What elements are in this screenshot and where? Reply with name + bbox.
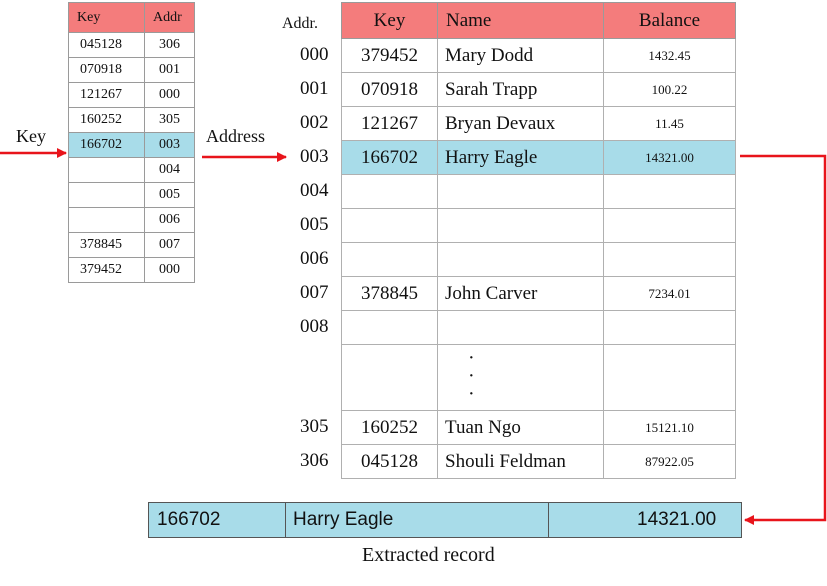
address-label-item: 002 [300,112,329,133]
ellipsis-dot: · [468,347,475,369]
index-header-addr: Addr [144,2,195,33]
record-row: 160252 Tuan Ngo 15121.10 [341,410,736,445]
record-balance-cell: 100.22 [603,72,736,107]
index-row: 005 [68,182,195,208]
record-balance-cell: 7234.01 [603,276,736,311]
index-addr-cell: 003 [144,132,195,158]
record-balance-cell: 15121.10 [603,410,736,445]
index-row: 160252 305 [68,107,195,133]
record-gap-row [341,344,736,411]
index-row: 045128 306 [68,32,195,58]
caption: Extracted record [362,544,495,566]
record-key-cell: 121267 [341,106,438,141]
record-key-cell [341,174,438,209]
extract-arrow [740,154,827,525]
index-row: 006 [68,207,195,233]
record-balance-cell [603,174,736,209]
extracted-balance: 14321.00 [637,509,717,530]
record-name-cell: Harry Eagle [437,140,604,175]
ellipsis-dot: · [468,383,475,405]
index-row: 070918 001 [68,57,195,83]
index-header-row: Key Addr [68,2,195,33]
index-addr-cell: 000 [144,257,195,283]
address-label-item: 006 [300,248,329,269]
address-label-item: 005 [300,214,329,235]
index-addr-cell: 306 [144,32,195,58]
index-table: Key Addr 045128 306 070918 001 121267 000 1602… [68,2,195,283]
address-label-item: 004 [300,180,329,201]
record-row: 166702 Harry Eagle 14321.00 [341,140,736,175]
record-row [341,174,736,209]
index-key-cell [68,157,145,183]
record-key-cell [341,310,438,345]
extracted-key: 166702 [157,509,221,530]
record-row: 121267 Bryan Devaux 11.45 [341,106,736,141]
address-label-item: 306 [300,450,329,471]
record-key-cell [341,242,438,277]
index-key-cell: 045128 [68,32,145,58]
divider [285,503,286,537]
record-row [341,310,736,345]
record-name-cell: Tuan Ngo [437,410,604,445]
record-name-cell: Shouli Feldman [437,444,604,479]
record-balance-cell [603,208,736,243]
record-balance-cell: 1432.45 [603,38,736,73]
address-label-item: 007 [300,282,329,303]
index-key-cell: 121267 [68,82,145,108]
divider [548,503,549,537]
address-label-item: 001 [300,78,329,99]
record-table: Key Name Balance 379452 Mary Dodd 1432.45 0… [341,2,736,479]
record-name-cell [437,310,604,345]
index-addr-cell: 005 [144,182,195,208]
extracted-name: Harry Eagle [293,509,394,530]
record-key-cell: 045128 [341,444,438,479]
record-header-balance: Balance [603,2,736,39]
index-addr-cell: 000 [144,82,195,108]
index-key-cell: 379452 [68,257,145,283]
index-key-cell: 166702 [68,132,145,158]
record-balance-cell: 87922.05 [603,444,736,479]
record-name-cell [437,242,604,277]
record-key-cell: 379452 [341,38,438,73]
index-addr-cell: 001 [144,57,195,83]
index-row: 379452 000 [68,257,195,283]
key-label: Key [16,126,46,146]
index-row: 166702 003 [68,132,195,158]
index-addr-cell: 305 [144,107,195,133]
index-row: 121267 000 [68,82,195,108]
index-header-key: Key [68,2,145,33]
index-row: 004 [68,157,195,183]
record-row: 378845 John Carver 7234.01 [341,276,736,311]
index-addr-cell: 006 [144,207,195,233]
record-key-cell [341,208,438,243]
index-addr-cell: 004 [144,157,195,183]
index-key-cell: 160252 [68,107,145,133]
record-header-row: Key Name Balance [341,2,736,39]
record-key-cell: 378845 [341,276,438,311]
extracted-record: 166702 Harry Eagle 14321.00 [148,502,742,538]
record-header-name: Name [437,2,604,39]
index-key-cell [68,207,145,233]
address-label-item: 000 [300,44,329,65]
record-row [341,208,736,243]
record-balance-cell [603,310,736,345]
index-addr-cell: 007 [144,232,195,258]
address-label-item: 008 [300,316,329,337]
addr-column-header: Addr. [282,15,318,32]
gap-cell [603,344,736,411]
address-label-item: 003 [300,146,329,167]
ellipsis-dot: · [468,365,475,387]
record-row: 045128 Shouli Feldman 87922.05 [341,444,736,479]
record-key-cell: 166702 [341,140,438,175]
address-label-item: 305 [300,416,329,437]
address-label: Address [206,126,265,146]
